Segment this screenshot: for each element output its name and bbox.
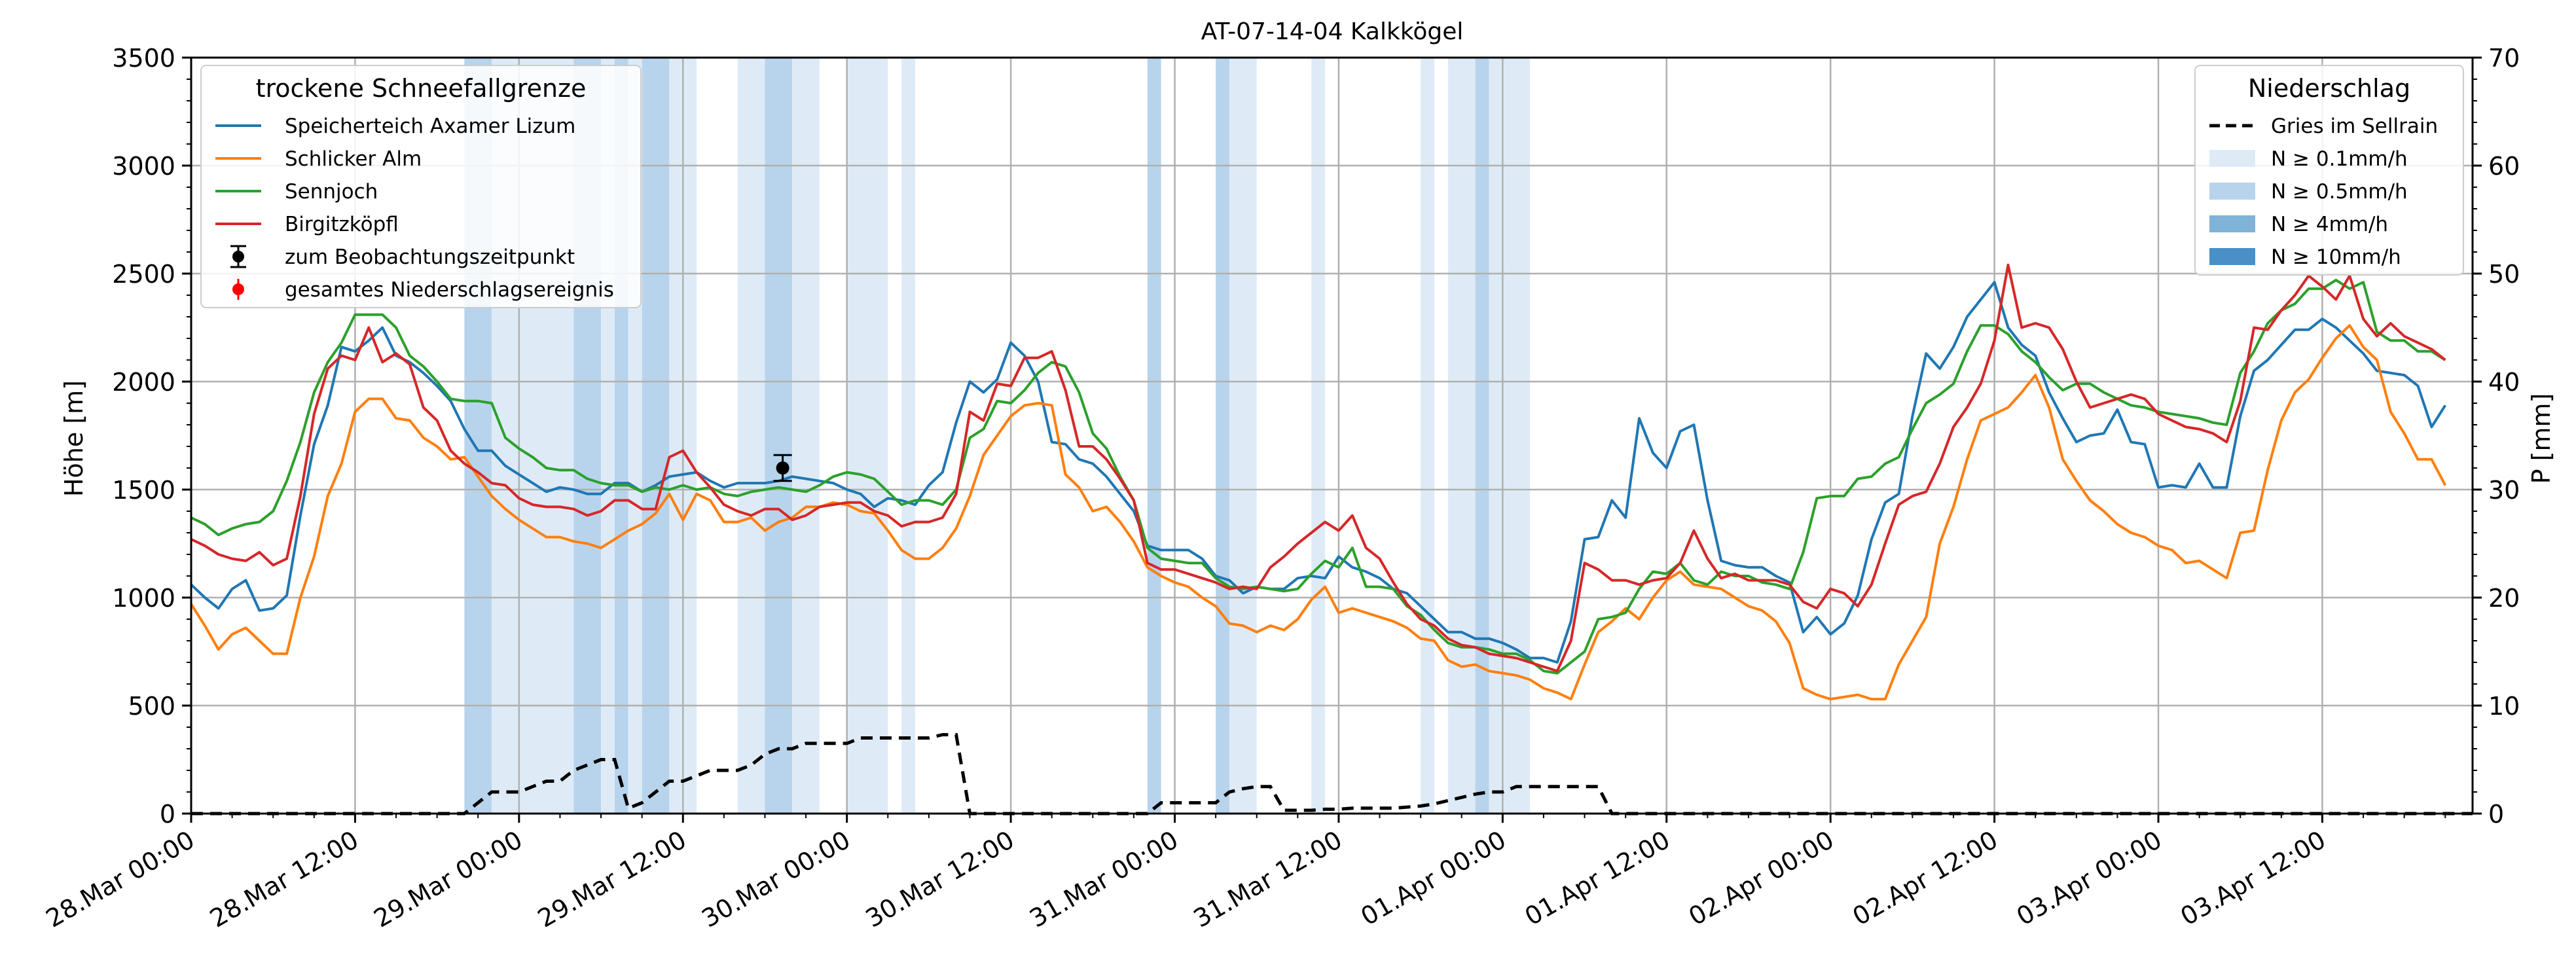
precip-band-9	[765, 58, 793, 814]
legend-left-label-3: Birgitzköpfl	[285, 213, 399, 236]
y2-tick-label-4: 40	[2488, 368, 2520, 397]
y-tick-label-7: 3500	[112, 44, 175, 73]
precip-band-19	[1475, 58, 1489, 814]
y-tick-label-0: 0	[160, 800, 175, 829]
y2-tick-label-3: 30	[2488, 476, 2520, 505]
precip-band-11	[846, 58, 888, 814]
obs-point	[776, 461, 789, 475]
precip-band-15	[1229, 58, 1257, 814]
observation-marker	[773, 454, 792, 482]
precip-band-12	[901, 58, 916, 814]
legend-right-label-2: N ≥ 0.5mm/h	[2271, 180, 2408, 204]
series-lines	[190, 263, 2447, 701]
legend-left-dot-4	[232, 251, 244, 262]
legend-left-label-2: Sennjoch	[285, 180, 378, 204]
y2-axis-label: P [mm]	[2527, 393, 2556, 484]
y-tick-label-4: 2000	[112, 368, 175, 397]
precip-layer	[191, 733, 2473, 816]
y-axis-label: Höhe [m]	[60, 380, 88, 497]
legend-left-label-4: zum Beobachtungszeitpunkt	[285, 245, 575, 269]
legend-left-label-1: Schlicker Alm	[285, 147, 422, 171]
precip-band-16	[1311, 58, 1326, 814]
y2-tick-label-2: 20	[2488, 584, 2520, 613]
legend-left-box	[200, 65, 642, 308]
y2-tick-label-1: 10	[2488, 692, 2520, 721]
precip-band-8	[737, 58, 765, 814]
legend-left-title: trockene Schneefallgrenze	[256, 74, 587, 103]
legend-right-swatch-4	[2209, 248, 2255, 265]
y-tick-label-5: 2500	[112, 260, 175, 289]
legend-right-swatch-2	[2209, 183, 2255, 200]
legend-right-box	[2194, 65, 2464, 276]
y2-tick-label-6: 60	[2488, 152, 2520, 181]
legend-left: trockene Schneefallgrenze Speicherteich A…	[200, 65, 642, 308]
legend-right-swatch-1	[2209, 150, 2255, 167]
precip-line-gries	[191, 733, 2473, 816]
legend-right: Niederschlag Gries im Sellrain N ≥ 0.1mm/h…	[2194, 65, 2464, 276]
series-line-1	[190, 324, 2447, 701]
precip-band-20	[1489, 58, 1531, 814]
y-tick-label-1: 500	[128, 692, 175, 721]
y2-tick-label-7: 70	[2488, 44, 2520, 73]
precip-band-17	[1421, 58, 1435, 814]
y-axis-left: 0 500 1000 1500 2000 2500 3000 3500	[112, 44, 191, 829]
precip-band-14	[1216, 58, 1229, 814]
legend-left-dot-5	[232, 283, 244, 295]
series-line-0	[190, 281, 2446, 664]
chart-title: AT-07-14-04 Kalkkögel	[1201, 18, 1464, 45]
y-tick-label-6: 3000	[112, 152, 175, 181]
legend-right-label-1: N ≥ 0.1mm/h	[2271, 147, 2408, 171]
precip-band-18	[1447, 58, 1476, 814]
y-tick-label-3: 1500	[112, 476, 175, 505]
precip-band-10	[792, 58, 820, 814]
y2-tick-label-0: 0	[2488, 800, 2504, 829]
legend-right-label-3: N ≥ 4mm/h	[2271, 213, 2388, 236]
y2-tick-label-5: 50	[2488, 260, 2520, 289]
legend-right-title: Niederschlag	[2248, 74, 2410, 103]
legend-right-label-0: Gries im Sellrain	[2271, 115, 2438, 138]
y-axis-right: 0 10 20 30 40 50 60 70	[2473, 44, 2520, 829]
precip-band-13	[1147, 58, 1161, 814]
legend-left-label-0: Speicherteich Axamer Lizum	[285, 115, 575, 138]
series-line-2	[190, 278, 2446, 675]
y-tick-label-2: 1000	[112, 584, 175, 613]
series-line-3	[190, 263, 2446, 673]
legend-right-label-4: N ≥ 10mm/h	[2271, 245, 2401, 269]
legend-left-label-5: gesamtes Niederschlagsereignis	[285, 278, 614, 302]
precip-band-6	[642, 58, 670, 814]
legend-right-swatch-3	[2209, 215, 2255, 232]
plot-frame	[190, 56, 2474, 815]
